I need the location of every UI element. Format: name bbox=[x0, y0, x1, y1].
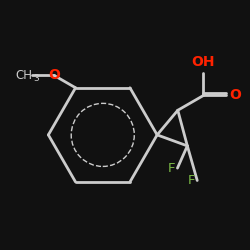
Text: 3: 3 bbox=[33, 74, 39, 83]
Text: O: O bbox=[230, 88, 241, 102]
Text: CH: CH bbox=[15, 69, 32, 82]
Text: F: F bbox=[187, 174, 195, 187]
Text: O: O bbox=[48, 68, 60, 82]
Text: OH: OH bbox=[192, 56, 215, 70]
Text: F: F bbox=[168, 162, 175, 175]
